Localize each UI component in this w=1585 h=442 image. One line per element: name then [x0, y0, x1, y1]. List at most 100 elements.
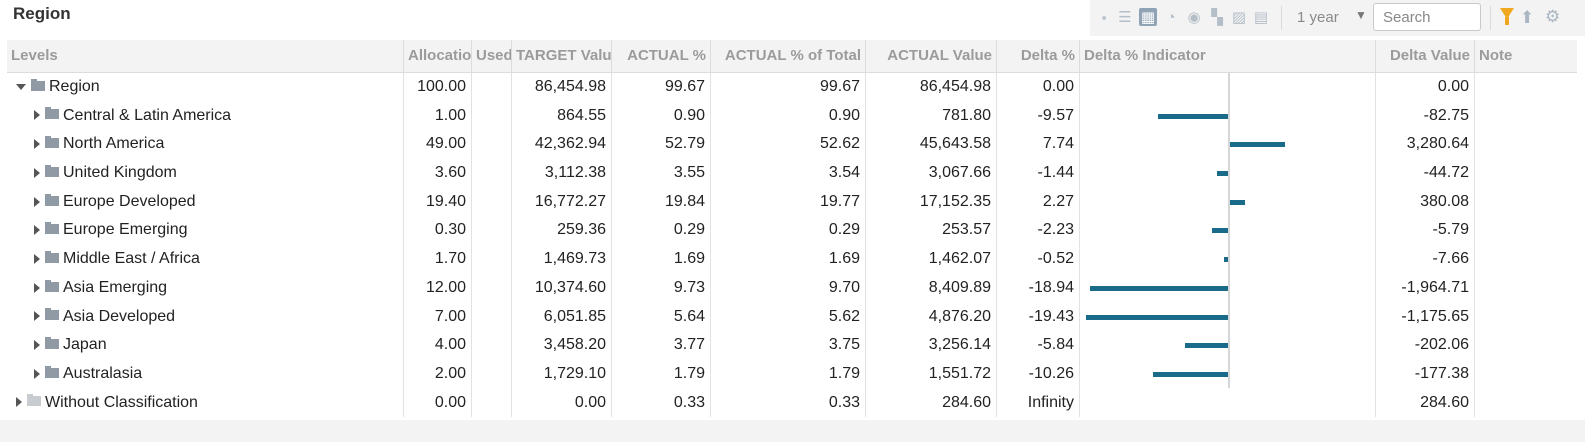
- actual-pct-cell: 52.79: [612, 130, 711, 160]
- sunburst-icon[interactable]: ◉: [1187, 9, 1201, 26]
- level-name[interactable]: Europe Emerging: [63, 221, 188, 239]
- upload-icon[interactable]: ⬆: [1520, 8, 1535, 27]
- delta-indicator-axis: [1228, 73, 1230, 388]
- list-icon[interactable]: ☰: [1118, 9, 1132, 26]
- table-row[interactable]: Japan 4.00 3,458.20 3.77 3.75 3,256.14 -5.84 -2…: [7, 331, 1577, 360]
- level-cell: United Kingdom: [7, 159, 404, 188]
- folder-icon: [45, 107, 59, 120]
- column-header-actual-pct-total[interactable]: ACTUAL % of Total: [711, 40, 866, 72]
- actual-value-cell: 284.60: [866, 388, 997, 418]
- level-cell: Asia Emerging: [7, 273, 404, 303]
- column-header-target-value[interactable]: TARGET Valu: [512, 40, 612, 72]
- actual-pct-total-cell: 99.67: [711, 73, 866, 102]
- grid-icon[interactable]: ▚: [1211, 9, 1223, 26]
- delta-value-cell: -44.72: [1376, 159, 1475, 188]
- expand-right-icon[interactable]: [34, 282, 40, 293]
- delta-pct-cell: 2.27: [997, 187, 1080, 217]
- table-row[interactable]: Europe Emerging 0.30 259.36 0.29 0.29 253.57-…: [7, 216, 1577, 246]
- stacked-chart-icon[interactable]: ▤: [1253, 9, 1269, 26]
- delta-indicator-cell: [1080, 331, 1376, 360]
- delta-bar: [1217, 171, 1228, 177]
- table-row[interactable]: Without Classification 0.00 0.00 0.33 0.33 28…: [7, 388, 1577, 418]
- used-cell: [472, 388, 512, 418]
- target-value-cell: 16,772.27: [512, 187, 612, 217]
- level-name[interactable]: North America: [63, 135, 165, 153]
- expand-right-icon[interactable]: [34, 339, 40, 350]
- collapse-icon[interactable]: ▪: [1101, 9, 1107, 25]
- level-name[interactable]: Asia Developed: [63, 307, 176, 325]
- actual-pct-cell: 3.77: [612, 331, 711, 360]
- column-header-actual-value[interactable]: ACTUAL Value: [866, 40, 997, 72]
- actual-pct-cell: 19.84: [612, 187, 711, 217]
- actual-pct-cell: 9.73: [612, 273, 711, 303]
- table-row[interactable]: Asia Developed 7.00 6,051.85 5.64 5.62 4,876.…: [7, 302, 1577, 332]
- table-row[interactable]: Middle East / Africa 1.70 1,469.73 1.69 1.69…: [7, 245, 1577, 274]
- actual-pct-total-cell: 19.77: [711, 187, 866, 217]
- actual-pct-total-cell: 0.29: [711, 216, 866, 246]
- actual-value-cell: 4,876.20: [866, 302, 997, 332]
- column-header-allocation[interactable]: Allocatio: [404, 40, 472, 72]
- delta-value-cell: -1,964.71: [1376, 273, 1475, 303]
- gear-icon[interactable]: ⚙: [1545, 7, 1561, 26]
- expand-right-icon[interactable]: [34, 225, 40, 236]
- chevron-down-icon[interactable]: ▼: [1355, 8, 1367, 22]
- actual-pct-total-cell: 52.62: [711, 130, 866, 160]
- level-name[interactable]: Australasia: [63, 364, 143, 382]
- folder-icon: [45, 279, 59, 292]
- used-cell: [472, 359, 512, 389]
- table-row[interactable]: Asia Emerging 12.00 10,374.60 9.73 9.70 8,409…: [7, 273, 1577, 303]
- level-name[interactable]: United Kingdom: [63, 164, 177, 182]
- table-row[interactable]: United Kingdom 3.60 3,112.38 3.55 3.54 3,067.…: [7, 159, 1577, 188]
- actual-value-cell: 45,643.58: [866, 130, 997, 160]
- level-name[interactable]: Japan: [63, 336, 107, 354]
- level-name[interactable]: Asia Emerging: [63, 278, 168, 296]
- table-row[interactable]: Central & Latin America 1.00 864.55 0.90 0.9…: [7, 101, 1577, 131]
- table-row[interactable]: Australasia 2.00 1,729.10 1.79 1.79 1,551.72-…: [7, 359, 1577, 389]
- table-row[interactable]: Europe Developed 19.40 16,772.27 19.84 19.77…: [7, 187, 1577, 217]
- allocation-cell: 4.00: [404, 331, 472, 360]
- target-value-cell: 6,051.85: [512, 302, 612, 332]
- actual-value-cell: 3,067.66: [866, 159, 997, 188]
- expand-right-icon[interactable]: [16, 397, 22, 408]
- allocation-cell: 49.00: [404, 130, 472, 160]
- expand-right-icon[interactable]: [34, 139, 40, 150]
- expand-right-icon[interactable]: [34, 167, 40, 178]
- folder-icon: [27, 394, 41, 407]
- level-name[interactable]: Without Classification: [45, 393, 198, 411]
- expand-down-icon[interactable]: [16, 83, 26, 90]
- note-cell: [1475, 130, 1577, 159]
- period-dropdown[interactable]: 1 year: [1297, 9, 1339, 26]
- delta-value-cell: -5.79: [1376, 216, 1475, 246]
- expand-right-icon[interactable]: [34, 311, 40, 322]
- expand-right-icon[interactable]: [34, 110, 40, 121]
- level-name[interactable]: Region: [49, 78, 100, 95]
- target-value-cell: 1,469.73: [512, 245, 612, 274]
- level-cell: North America: [7, 130, 404, 160]
- column-header-delta-pct[interactable]: Delta %: [997, 40, 1080, 72]
- column-header-actual-pct[interactable]: ACTUAL %: [612, 40, 711, 72]
- table-row[interactable]: North America 49.00 42,362.94 52.79 52.62 45,…: [7, 130, 1577, 160]
- tree-view-icon[interactable]: ▦: [1139, 8, 1157, 26]
- column-header-note[interactable]: Note: [1479, 47, 1513, 64]
- column-header-used[interactable]: Used: [472, 40, 512, 72]
- delta-bar: [1224, 257, 1228, 263]
- pie-chart-icon[interactable]: ◔: [1166, 8, 1176, 26]
- expand-right-icon[interactable]: [34, 196, 40, 207]
- delta-value-cell: -1,175.65: [1376, 302, 1475, 332]
- used-cell: [472, 302, 512, 332]
- expand-right-icon[interactable]: [34, 368, 40, 379]
- level-name[interactable]: Middle East / Africa: [63, 250, 200, 268]
- actual-value-cell: 86,454.98: [866, 73, 997, 102]
- table-row[interactable]: Region 100.00 86,454.98 99.67 99.67 86,454.98…: [7, 73, 1577, 102]
- column-header-delta-value[interactable]: Delta Value: [1376, 40, 1475, 72]
- filter-icon[interactable]: [1500, 8, 1514, 25]
- level-name[interactable]: Central & Latin America: [63, 106, 232, 124]
- level-name[interactable]: Europe Developed: [63, 192, 196, 210]
- search-input[interactable]: [1373, 3, 1481, 31]
- expand-right-icon[interactable]: [34, 253, 40, 264]
- column-header-delta-indicator[interactable]: Delta % Indicator: [1080, 40, 1376, 72]
- used-cell: [472, 130, 512, 160]
- area-chart-icon[interactable]: ▨: [1231, 9, 1247, 26]
- actual-pct-cell: 0.29: [612, 216, 711, 246]
- column-header-levels[interactable]: Levels: [7, 40, 404, 72]
